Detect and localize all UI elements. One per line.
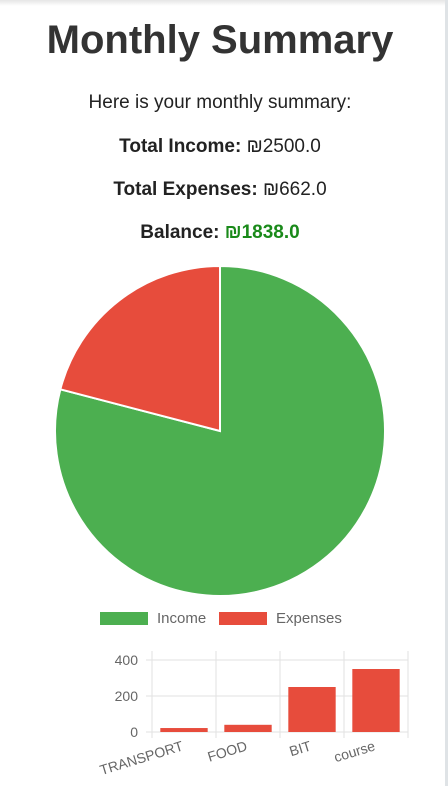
top-shadow <box>0 0 448 6</box>
balance-label: Balance: <box>140 222 220 243</box>
income-label: Total Income: <box>119 136 242 157</box>
legend-swatch-expenses <box>219 612 267 625</box>
scrollbar-edge <box>445 0 448 786</box>
x-tick-label: course <box>332 738 377 766</box>
expenses-row: Total Expenses: ₪662.0 <box>0 179 440 201</box>
pie-slice-income <box>54 264 386 597</box>
bar-food <box>224 724 272 732</box>
y-tick-label: 0 <box>130 724 138 740</box>
bar-transport <box>160 728 208 732</box>
legend-label-income: Income <box>157 610 206 627</box>
expenses-label: Total Expenses: <box>113 179 258 200</box>
y-tick-label: 200 <box>115 688 139 704</box>
x-tick-label: TRANSPORT <box>98 737 185 778</box>
x-tick-label: BIT <box>287 737 313 759</box>
balance-row: Balance: ₪1838.0 <box>0 222 440 244</box>
legend-swatch-income <box>100 612 148 625</box>
bar-bit <box>288 687 336 732</box>
page-title: Monthly Summary <box>46 18 394 62</box>
income-value: ₪2500.0 <box>246 136 321 157</box>
legend-label-expenses: Expenses <box>276 610 342 627</box>
expenses-value: ₪662.0 <box>262 179 327 200</box>
y-tick-label: 400 <box>115 652 139 668</box>
income-row: Total Income: ₪2500.0 <box>0 136 440 158</box>
balance-value: ₪1838.0 <box>224 222 300 243</box>
intro-text: Here is your monthly summary: <box>88 92 352 113</box>
bar-course <box>352 669 400 732</box>
pie-chart: Income Expenses <box>54 264 386 627</box>
pie-slice-expenses <box>59 264 221 433</box>
x-tick-label: FOOD <box>206 738 249 765</box>
